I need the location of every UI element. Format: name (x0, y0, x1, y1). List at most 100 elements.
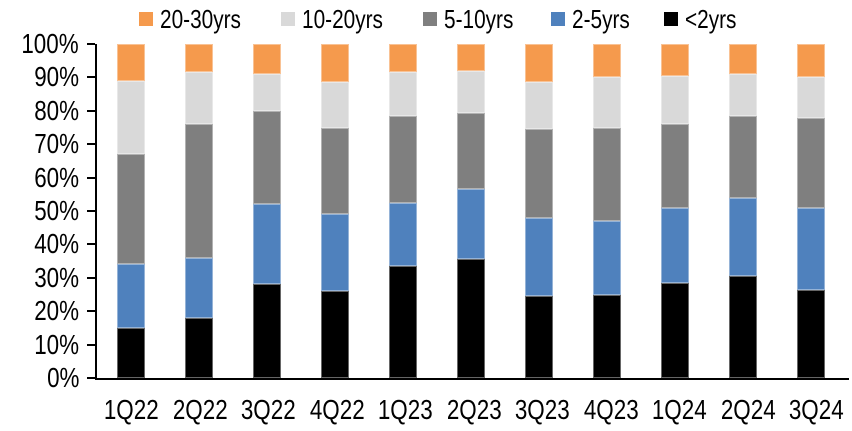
y-axis-tick-label-text: 90% (34, 61, 79, 93)
bar-3q22 (253, 44, 281, 378)
bar-segment-20-30yrs (797, 44, 825, 78)
x-axis-label-3q22: 3Q22 (234, 395, 303, 425)
bar-slot-2q24 (709, 44, 777, 378)
legend-swatch-icon (550, 12, 565, 26)
bar-segment-10-20yrs (797, 77, 825, 118)
legend-label-text: 10-20yrs (301, 4, 383, 34)
bar-segment-5-10yrs (661, 124, 689, 208)
y-axis-tick-label: 70% (0, 130, 79, 158)
bar-slot-2q22 (165, 44, 233, 378)
bar-1q24 (661, 44, 689, 378)
bar-3q23 (525, 44, 553, 378)
y-axis-tick-label-text: 50% (34, 195, 79, 226)
x-axis-label-3q23: 3Q23 (508, 395, 577, 425)
legend-label-text: 20-30yrs (159, 4, 241, 34)
legend-label: 20-30yrs (160, 6, 261, 32)
y-axis-tick-label: 90% (0, 63, 79, 91)
y-axis-tick (87, 210, 95, 212)
bar-segment-20-30yrs (729, 44, 757, 75)
y-axis-tick-label: 20% (0, 297, 79, 325)
legend-item-20-30yrs: 20-30yrs (138, 6, 261, 32)
bar-segment-10-20yrs (185, 72, 213, 125)
chart-legend: 20-30yrs 10-20yrs 5-10yrs 2-5yrs <2yrs (18, 2, 852, 36)
bar-segment-2-5yrs (525, 217, 553, 297)
y-axis-tick-label-text: 30% (34, 261, 79, 293)
x-axis-label-2q23: 2Q23 (440, 395, 509, 425)
x-axis-label-text: 2Q24 (720, 394, 776, 425)
bar-segment-10-20yrs (253, 74, 281, 111)
bar-segment--2yrs (185, 317, 213, 378)
bar-segment-10-20yrs (593, 77, 621, 128)
bar-segment--2yrs (797, 289, 825, 378)
x-axis-label-2q22: 2Q22 (166, 395, 235, 425)
x-axis-label-text: 1Q23 (377, 394, 433, 425)
y-axis-tick (87, 276, 95, 279)
y-axis-tick (87, 176, 95, 179)
bar-segment--2yrs (389, 266, 417, 378)
bar-segment-20-30yrs (389, 44, 417, 73)
y-axis-tick-label: 10% (0, 330, 79, 359)
bar-slot-3q23 (505, 44, 573, 378)
y-axis-tick-label-text: 100% (21, 28, 79, 59)
bar-4q23 (593, 44, 621, 378)
y-axis-tick (87, 143, 95, 146)
x-axis-labels: 1Q22 2Q22 3Q22 4Q22 1Q23 2Q23 3Q23 4Q23 1Q24 2Q24… (97, 394, 845, 426)
bar-segment-10-20yrs (389, 72, 417, 116)
x-axis-label-text: 3Q24 (788, 394, 844, 425)
x-axis-label-text: 2Q22 (172, 394, 228, 425)
y-axis-tick-label-text: 0% (46, 362, 79, 393)
y-axis-tick-label: 100% (0, 30, 79, 58)
bar-1q22 (117, 44, 145, 378)
bar-segment--2yrs (729, 276, 757, 378)
bar-segment-20-30yrs (185, 44, 213, 73)
y-axis-tick (87, 377, 95, 379)
bar-segment-5-10yrs (117, 154, 145, 265)
legend-label: 2-5yrs (572, 6, 644, 32)
bar-segment-5-10yrs (729, 115, 757, 198)
y-axis-tick-label-text: 60% (34, 161, 79, 193)
legend-swatch-icon (423, 12, 438, 26)
bar-slot-1q24 (641, 44, 709, 378)
bar-segment-10-20yrs (321, 82, 349, 128)
bar-segment-5-10yrs (593, 127, 621, 222)
bar-segment-5-10yrs (525, 129, 553, 218)
x-axis-label-1q22: 1Q22 (97, 395, 166, 425)
bar-segment-2-5yrs (457, 189, 485, 260)
bar-4q22 (321, 44, 349, 378)
y-axis-tick-label: 0% (0, 364, 79, 392)
bar-segment-5-10yrs (797, 117, 825, 208)
bar-segment-20-30yrs (661, 44, 689, 76)
bar-segment-20-30yrs (117, 44, 145, 81)
bar-2q22 (185, 44, 213, 378)
bar-segment--2yrs (593, 294, 621, 378)
y-axis-line (95, 44, 97, 380)
legend-label: 5-10yrs (444, 6, 531, 32)
x-axis-label-4q22: 4Q22 (303, 395, 372, 425)
bar-segment-2-5yrs (797, 207, 825, 290)
bar-segment-10-20yrs (457, 70, 485, 113)
y-axis-tick-label: 30% (0, 261, 79, 293)
bar-segment-2-5yrs (729, 197, 757, 277)
y-axis-tick-label: 80% (0, 96, 79, 125)
bar-segment-2-5yrs (593, 221, 621, 295)
bar-segment--2yrs (661, 282, 689, 378)
x-axis-label-1q24: 1Q24 (645, 395, 714, 425)
bar-2q24 (729, 44, 757, 378)
legend-swatch-icon (663, 12, 678, 26)
bar-slot-4q23 (573, 44, 641, 378)
bar-3q24 (797, 44, 825, 378)
bar-segment-20-30yrs (253, 44, 281, 75)
y-axis-tick (87, 43, 95, 45)
bar-segment-2-5yrs (185, 257, 213, 318)
bar-segment-2-5yrs (253, 204, 281, 285)
bar-segment--2yrs (117, 327, 145, 378)
bar-slot-1q23 (369, 44, 437, 378)
legend-label: <2yrs (685, 6, 749, 32)
y-axis-tick-label-text: 40% (34, 228, 79, 260)
bar-segment-5-10yrs (321, 127, 349, 215)
bar-segment-20-30yrs (457, 44, 485, 71)
legend-item-5-10yrs: 5-10yrs (423, 6, 531, 32)
bar-slot-3q24 (777, 44, 845, 378)
x-axis-label-4q23: 4Q23 (577, 395, 646, 425)
y-axis-tick (87, 310, 95, 313)
